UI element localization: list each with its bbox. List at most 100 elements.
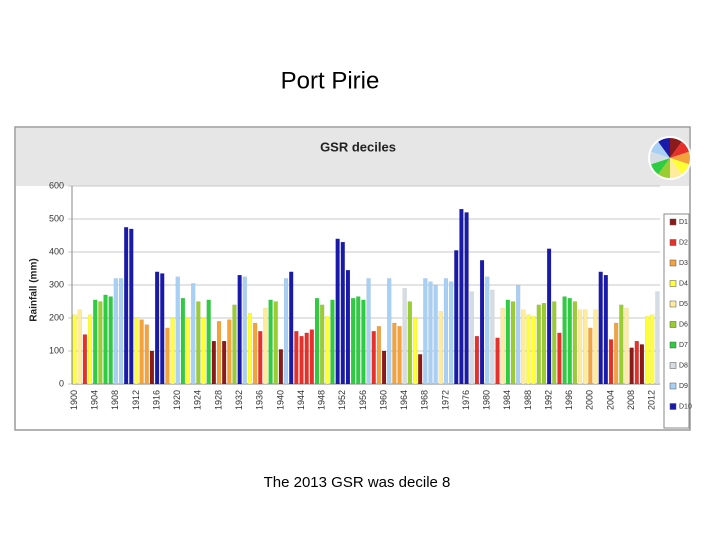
bar <box>361 299 366 385</box>
bar <box>433 284 438 385</box>
x-tick-label: 1964 <box>399 390 409 410</box>
bar <box>639 344 645 385</box>
bar <box>82 334 88 385</box>
bar <box>412 317 418 385</box>
pie-icon-wedge <box>658 137 670 158</box>
bar <box>521 309 526 385</box>
bar <box>454 250 459 385</box>
bar <box>134 317 139 385</box>
bar <box>304 332 309 385</box>
bar <box>103 294 108 385</box>
x-tick-label: 1956 <box>358 390 368 410</box>
caption: The 2013 GSR was decile 8 <box>264 474 451 491</box>
bar <box>577 309 583 385</box>
legend-label: D7 <box>679 342 688 349</box>
bar <box>165 327 170 385</box>
bar <box>619 304 624 385</box>
bar <box>459 208 464 385</box>
slide-title: Port Pirie <box>281 67 380 94</box>
bar <box>593 309 598 385</box>
bar <box>356 296 361 385</box>
bar <box>237 274 242 385</box>
bar <box>608 339 614 385</box>
x-tick-label: 1900 <box>69 390 79 410</box>
legend-swatch <box>669 382 677 390</box>
bar <box>72 314 77 385</box>
bar <box>381 350 387 385</box>
bar <box>206 299 211 385</box>
bar <box>268 299 273 385</box>
x-tick-label: 1928 <box>213 390 223 410</box>
legend-label: D4 <box>679 280 688 287</box>
bar <box>93 299 98 385</box>
bar <box>634 340 639 385</box>
pie-icon-wedge <box>651 141 670 158</box>
bar <box>180 298 186 385</box>
y-tick-label: 100 <box>49 345 64 355</box>
chart-title: GSR deciles <box>320 139 396 154</box>
legend-swatch <box>669 403 677 410</box>
bar <box>418 354 423 385</box>
bar <box>129 228 134 385</box>
x-tick-label: 1952 <box>337 390 347 410</box>
bar <box>541 302 547 385</box>
x-tick-label: 1924 <box>193 390 203 410</box>
bar <box>227 319 232 385</box>
bar <box>330 299 335 385</box>
bar <box>392 322 397 385</box>
bar <box>655 291 660 385</box>
pie-icon-wedge <box>670 141 689 158</box>
bar <box>273 301 278 385</box>
chart-header <box>16 128 689 186</box>
pie-icon-wedge <box>651 158 670 175</box>
bar <box>500 307 505 385</box>
bar <box>588 327 593 385</box>
x-tick-label: 1916 <box>151 390 161 410</box>
x-tick-label: 1976 <box>461 390 471 410</box>
bar <box>170 317 175 385</box>
x-tick-label: 1972 <box>440 390 450 410</box>
bar <box>443 278 449 385</box>
legend-swatch <box>669 362 677 369</box>
legend-label: D2 <box>679 239 688 246</box>
bar <box>98 301 103 385</box>
y-tick-label: 400 <box>49 246 64 256</box>
bar <box>490 289 495 385</box>
bar <box>469 291 474 385</box>
bar <box>216 321 222 385</box>
legend-swatch <box>669 218 677 226</box>
bar <box>614 322 619 385</box>
bar <box>118 278 124 385</box>
legend-label: D3 <box>679 260 688 267</box>
bar <box>371 331 376 385</box>
bar <box>191 283 196 385</box>
bar <box>309 329 314 385</box>
legend-swatch <box>669 300 677 308</box>
bar <box>438 311 443 385</box>
bar <box>510 301 516 385</box>
legend-swatch <box>669 259 677 267</box>
bar <box>201 317 206 385</box>
y-axis-label: Rainfall (mm) <box>29 258 40 321</box>
bar <box>557 332 562 385</box>
bar <box>402 288 407 385</box>
bar <box>572 301 578 385</box>
bar <box>299 335 304 385</box>
bar <box>546 248 552 385</box>
bar <box>139 319 144 385</box>
bar <box>252 322 258 385</box>
bar <box>505 299 510 385</box>
x-tick-label: 1940 <box>275 390 285 410</box>
bar <box>474 335 480 385</box>
bar <box>448 281 454 385</box>
bar <box>536 304 541 385</box>
x-tick-label: 1908 <box>110 390 120 410</box>
legend-label: D6 <box>679 321 688 328</box>
bar <box>479 260 485 385</box>
bar <box>113 278 118 385</box>
bar <box>160 273 165 385</box>
pie-icon-wedge <box>670 151 690 165</box>
x-tick-label: 1944 <box>296 390 306 410</box>
pie-icon-wedge <box>670 137 682 158</box>
